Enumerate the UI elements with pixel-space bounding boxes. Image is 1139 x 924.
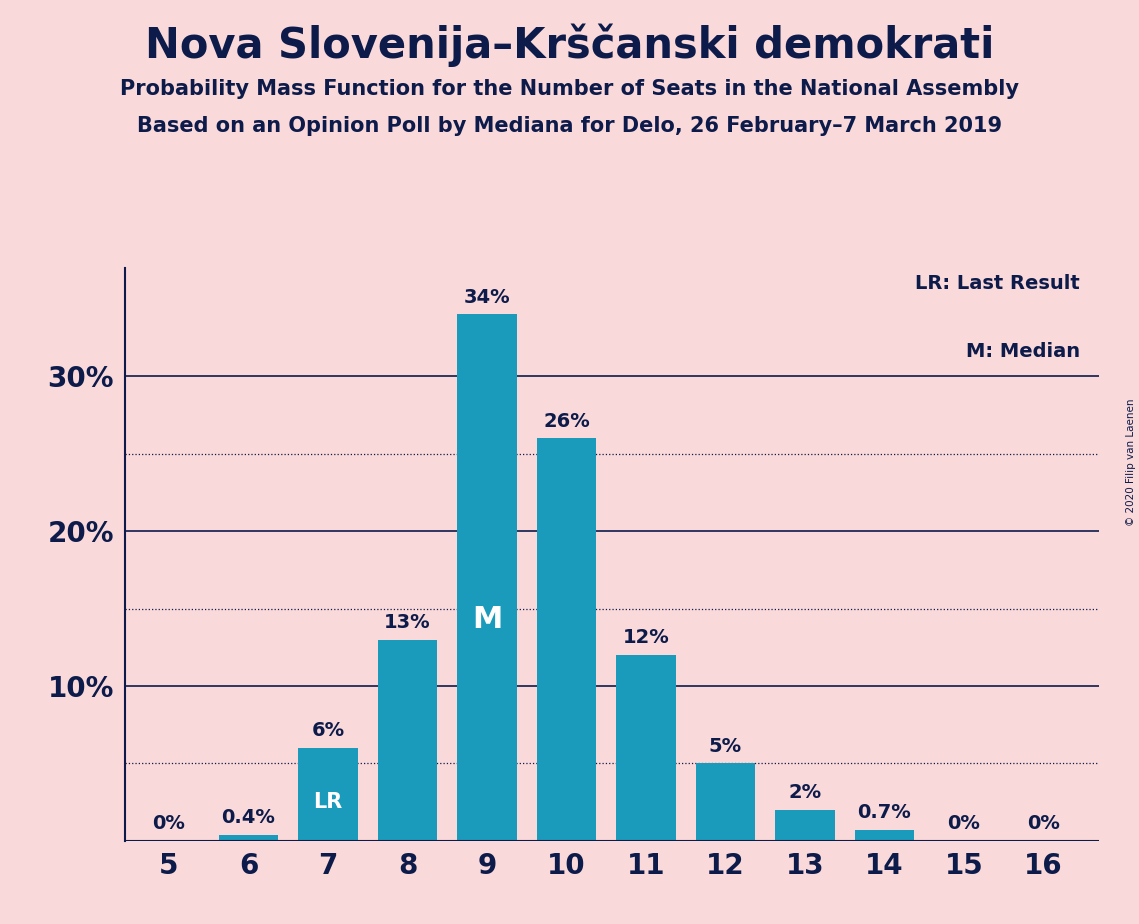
Bar — [536, 438, 597, 841]
Text: 34%: 34% — [464, 287, 510, 307]
Text: 2%: 2% — [788, 784, 821, 802]
Text: 0.7%: 0.7% — [858, 803, 911, 822]
Text: M: Median: M: Median — [966, 343, 1080, 361]
Bar — [298, 748, 358, 841]
Text: 12%: 12% — [623, 628, 670, 648]
Text: 6%: 6% — [311, 722, 345, 740]
Bar — [696, 763, 755, 841]
Text: LR: Last Result: LR: Last Result — [915, 274, 1080, 293]
Text: 0%: 0% — [153, 814, 186, 833]
Text: Based on an Opinion Poll by Mediana for Delo, 26 February–7 March 2019: Based on an Opinion Poll by Mediana for … — [137, 116, 1002, 136]
Text: 5%: 5% — [708, 736, 743, 756]
Bar — [854, 830, 915, 841]
Text: 0.4%: 0.4% — [222, 808, 276, 827]
Bar — [219, 834, 278, 841]
Text: 13%: 13% — [384, 613, 431, 632]
Text: 0%: 0% — [1027, 814, 1060, 833]
Text: Nova Slovenija–Krščanski demokrati: Nova Slovenija–Krščanski demokrati — [145, 23, 994, 67]
Bar — [457, 314, 517, 841]
Text: 0%: 0% — [948, 814, 981, 833]
Bar — [776, 809, 835, 841]
Text: 26%: 26% — [543, 411, 590, 431]
Text: LR: LR — [313, 792, 343, 812]
Text: © 2020 Filip van Laenen: © 2020 Filip van Laenen — [1126, 398, 1136, 526]
Text: M: M — [472, 605, 502, 634]
Bar — [378, 639, 437, 841]
Text: Probability Mass Function for the Number of Seats in the National Assembly: Probability Mass Function for the Number… — [120, 79, 1019, 99]
Bar — [616, 655, 675, 841]
